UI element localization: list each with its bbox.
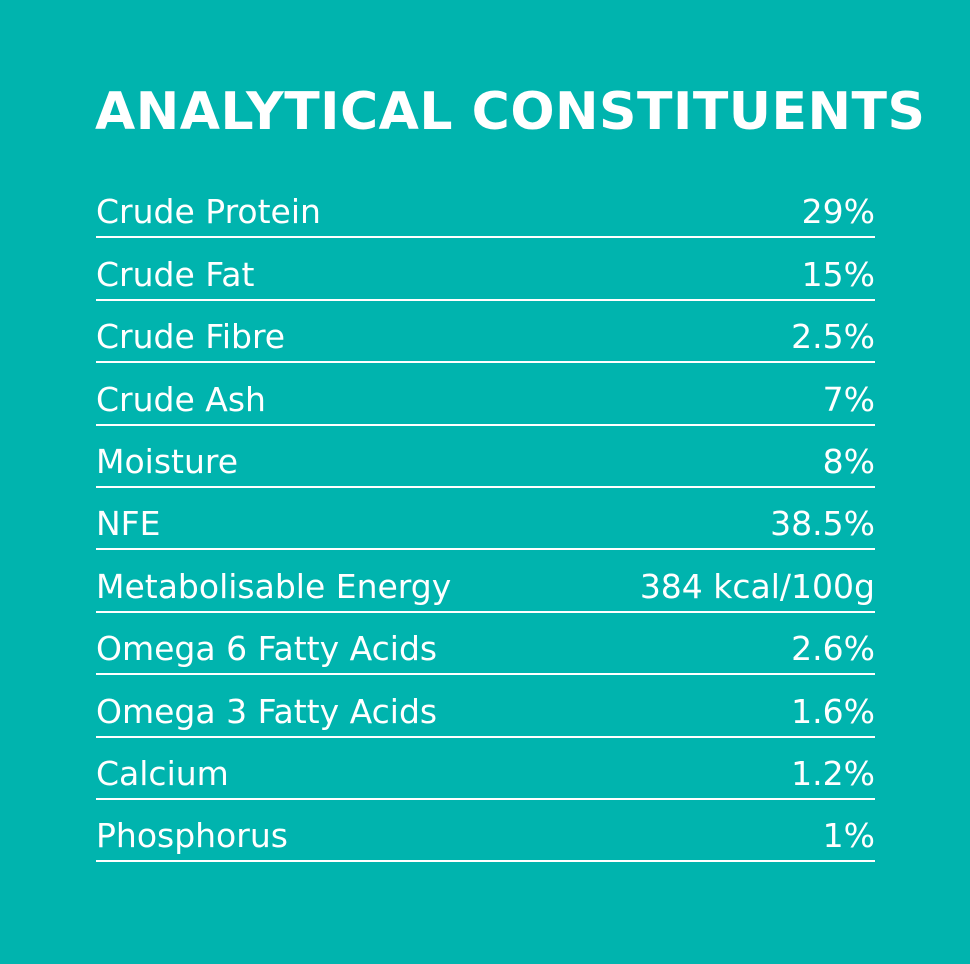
table-row: Crude Fat 15% — [96, 238, 875, 301]
table-row: NFE 38.5% — [96, 488, 875, 551]
row-label: NFE — [96, 504, 161, 544]
row-label: Crude Ash — [96, 379, 266, 419]
table-row: Calcium 1.2% — [96, 738, 875, 800]
row-value: 1% — [822, 816, 875, 856]
table-row: Crude Fibre 2.5% — [96, 301, 875, 364]
row-label: Omega 3 Fatty Acids — [96, 691, 438, 731]
row-label: Phosphorus — [96, 816, 288, 856]
table-row: Phosphorus 1% — [96, 800, 875, 863]
table-row: Omega 6 Fatty Acids 2.6% — [96, 613, 875, 676]
row-value: 384 kcal/100g — [639, 566, 875, 606]
row-label: Calcium — [96, 753, 229, 793]
constituents-table: Crude Protein 29% Crude Fat 15% Crude Fi… — [96, 176, 875, 863]
row-label: Metabolisable Energy — [96, 566, 452, 606]
row-value: 38.5% — [770, 504, 875, 544]
table-row: Omega 3 Fatty Acids 1.6% — [96, 675, 875, 738]
row-value: 29% — [801, 192, 875, 232]
table-row: Crude Ash 7% — [96, 363, 875, 426]
table-row: Metabolisable Energy 384 kcal/100g — [96, 550, 875, 613]
row-value: 15% — [801, 254, 875, 294]
row-value: 1.2% — [791, 753, 875, 793]
panel-title: ANALYTICAL CONSTITUENTS — [95, 82, 926, 142]
row-value: 8% — [822, 441, 875, 481]
row-label: Crude Fibre — [96, 317, 286, 357]
row-label: Crude Protein — [96, 192, 321, 232]
table-row: Moisture 8% — [96, 426, 875, 488]
row-label: Moisture — [96, 441, 239, 481]
row-label: Crude Fat — [96, 254, 255, 294]
row-value: 2.5% — [791, 317, 875, 357]
row-value: 1.6% — [791, 691, 875, 731]
row-value: 2.6% — [791, 629, 875, 669]
row-label: Omega 6 Fatty Acids — [96, 629, 438, 669]
table-row: Crude Protein 29% — [96, 176, 875, 239]
row-value: 7% — [822, 379, 875, 419]
